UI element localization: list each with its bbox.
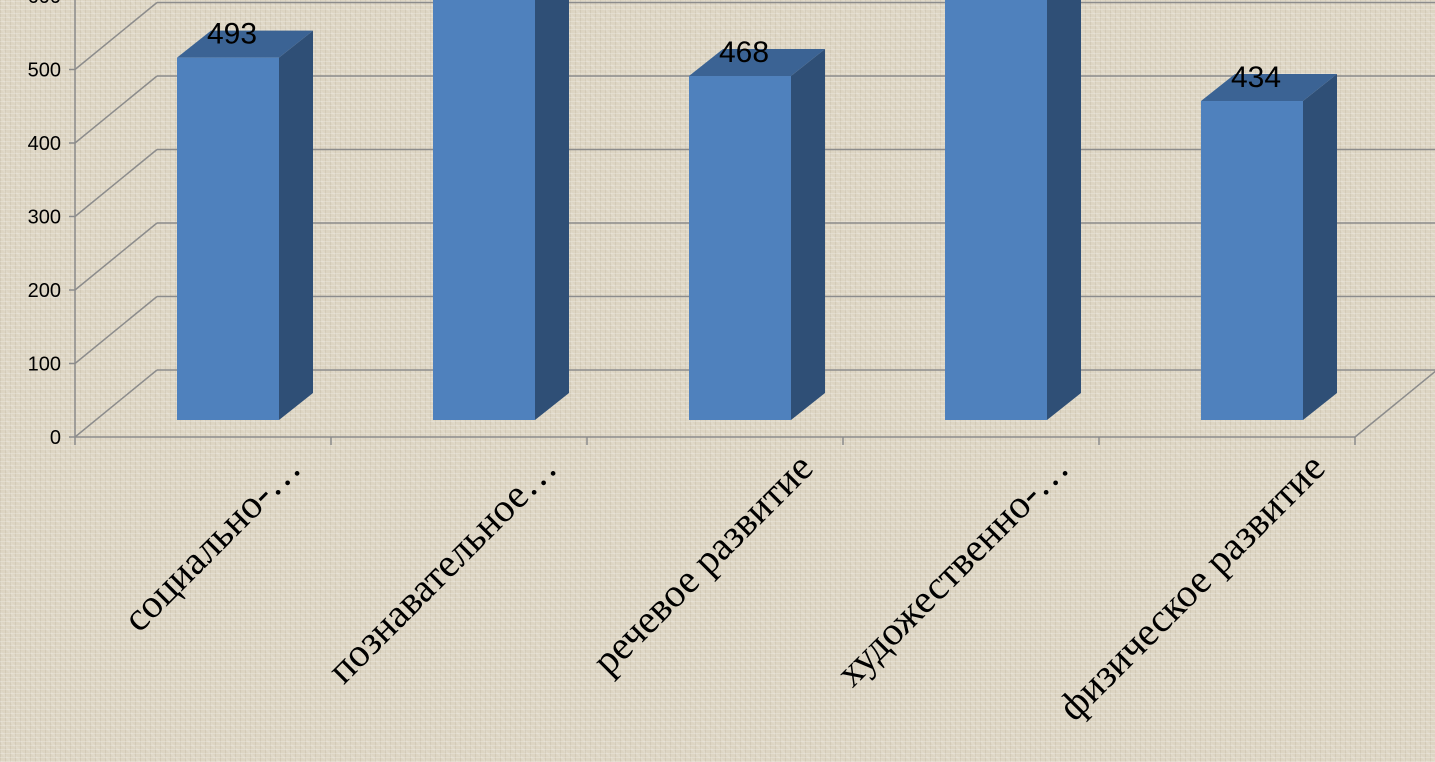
x-category-label: социально-… <box>114 445 310 641</box>
y-tick-label: 500 <box>28 60 61 82</box>
axes <box>69 0 1435 445</box>
bar-front <box>433 0 535 420</box>
y-tick-label: 0 <box>50 427 61 449</box>
bar-top <box>177 30 313 58</box>
bar-front <box>177 57 279 421</box>
bar-front <box>945 0 1047 420</box>
gridline-diagonal <box>74 295 158 365</box>
data-label: 493 <box>207 18 257 51</box>
gridline-diagonal <box>74 1 158 71</box>
y-tick-label: 400 <box>28 133 61 155</box>
bar <box>1201 74 1337 420</box>
x-category-label: познавательное… <box>318 445 565 692</box>
y-tick-label: 600 <box>28 0 61 8</box>
gridline-diagonal <box>74 148 158 218</box>
bar <box>945 0 1081 420</box>
y-tick-label: 100 <box>28 354 61 376</box>
bar-side <box>791 49 825 421</box>
x-category-label: речевое развитие <box>583 445 821 683</box>
y-tick-label: 200 <box>28 280 61 302</box>
data-labels: 493609468677434 <box>207 18 1281 94</box>
data-label: 434 <box>1231 61 1281 94</box>
y-axis-tick-labels: 0100200300400500600700 <box>28 0 61 449</box>
bar <box>689 49 825 421</box>
floor-right-edge <box>1354 370 1435 438</box>
bar-front <box>1201 101 1303 420</box>
x-category-label: художественно-… <box>827 445 1077 695</box>
x-category-label: физическое развитие <box>1049 445 1333 729</box>
bar <box>433 0 569 420</box>
bar-side <box>1303 74 1337 420</box>
bars <box>177 0 1337 421</box>
data-label: 468 <box>719 36 769 69</box>
bar-front <box>689 76 791 421</box>
bar-top <box>1201 74 1337 102</box>
gridline-diagonal <box>74 75 158 144</box>
x-axis-tick-labels: социально-… познавательное… речевое развит… <box>114 445 1334 729</box>
bar-side <box>1047 0 1081 420</box>
bar-side <box>535 0 569 420</box>
y-tick-label: 300 <box>28 207 61 229</box>
bar-top <box>689 49 825 77</box>
gridline-diagonal <box>74 222 158 291</box>
bar-side <box>279 30 313 421</box>
bar <box>177 30 313 421</box>
gridline-diagonal <box>74 369 158 438</box>
